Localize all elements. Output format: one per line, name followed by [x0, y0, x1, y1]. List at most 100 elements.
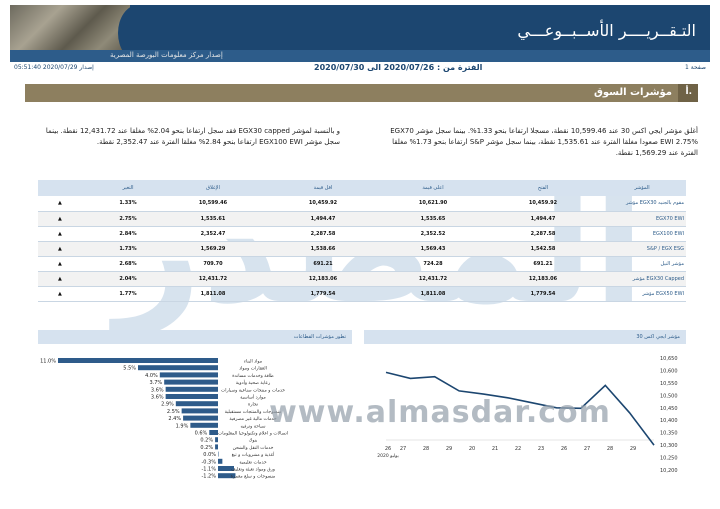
cell-change: 1.33% [98, 196, 158, 212]
y-tick-label: 10,200 [660, 468, 678, 474]
sector-category-label: بنوك [249, 439, 258, 444]
section-number: أ. [685, 87, 692, 97]
indices-table: التغير الإغلاق اقل قيمة اعلى قيمة الفتح المؤش… [38, 180, 686, 302]
sectors-panel-header: تطور مؤشرات القطاعات [38, 330, 352, 344]
sector-category-label: خدمات و منتجات صناعية وسيارات [221, 388, 285, 393]
y-tick-label: 10,650 [660, 356, 678, 362]
sector-category-label: رعاية صحية وأدوية [236, 379, 271, 386]
summary-paragraph-left: و بالنسبة لمؤشر EGX30 capped فقد سجل ارت… [45, 127, 340, 146]
cell-open: 1,779.54 [488, 286, 598, 302]
sectors-panel-title: تطور مؤشرات القطاعات [293, 334, 346, 340]
sector-value-label: -1.1% [201, 467, 216, 473]
cell-arrow: ▲ [38, 226, 98, 242]
cell-name: مؤشر EGX30 مقوم بالجنيه [598, 196, 686, 212]
x-tick-label: 27 [584, 446, 590, 452]
cell-open: 12,183.06 [488, 271, 598, 287]
indices-table-header: التغير الإغلاق اقل قيمة اعلى قيمة الفتح المؤش… [38, 180, 686, 196]
cell-close: 12,431.72 [158, 271, 268, 287]
table-header-cell: المؤشر [598, 180, 686, 196]
sector-value-label: 3.6% [151, 395, 164, 401]
y-tick-label: 10,500 [660, 393, 678, 399]
sector-value-label: 0.2% [200, 445, 213, 451]
sector-category-label: خدمات النقل والشحن [233, 446, 274, 451]
issue-date: إصدار 2020/07/29 05:51:40 [14, 64, 94, 71]
section-number-box [678, 84, 698, 102]
y-tick-label: 10,600 [660, 368, 678, 374]
sector-category-label: سياحة وترفيه [241, 424, 266, 429]
y-tick-label: 10,550 [660, 381, 678, 387]
sector-category-label: أغذية و مشروبات و تبغ [232, 451, 275, 458]
cell-low: 10,459.92 [268, 196, 378, 212]
cell-high: 2,352.52 [378, 226, 488, 242]
table-row: ▲ 2.68% 709.70 691.21 724.28 691.21 مؤشر النيل [38, 256, 686, 272]
cell-low: 2,287.58 [268, 226, 378, 242]
x-tick-label: 21 [492, 446, 498, 452]
cell-change: 2.04% [98, 271, 158, 287]
table-row: ▲ 2.04% 12,431.72 12,183.06 12,431.72 12,183.… [38, 271, 686, 287]
sector-bar [209, 430, 218, 435]
cell-change: 1.77% [98, 286, 158, 302]
sector-bar [190, 422, 218, 428]
cell-name: EGX100 EWI [598, 226, 686, 242]
cell-close: 709.70 [158, 256, 268, 272]
page-number: صفحة 1 [685, 64, 706, 71]
cell-high: 724.28 [378, 256, 488, 272]
cell-arrow: ▲ [38, 256, 98, 272]
cell-high: 1,535.65 [378, 211, 488, 227]
sector-value-label: 11.0% [40, 359, 56, 365]
table-header-cell: الفتح [488, 180, 598, 196]
cell-change: 2.68% [98, 256, 158, 272]
sector-value-label: 3.6% [151, 387, 164, 393]
sector-bar [165, 386, 218, 392]
sector-value-label: 5.5% [123, 366, 136, 372]
sector-bar [218, 451, 219, 457]
sector-bar [215, 437, 218, 443]
cell-low: 12,183.06 [268, 271, 378, 287]
x-tick-label: 29 [446, 446, 452, 452]
egx30-panel-header: مؤشر ايجي اكس 30 [364, 330, 686, 344]
table-header-cell: التغير [98, 180, 158, 196]
egx30-line-chart: 10,650 10,600 10,550 10,500 10,450 10,400 10,3… [377, 356, 678, 474]
sector-value-label: 2.5% [167, 409, 180, 415]
sector-bar [181, 408, 218, 414]
cell-arrow: ▲ [38, 271, 98, 287]
sector-bar [215, 444, 218, 450]
cell-open: 1,542.58 [488, 241, 598, 257]
sector-category-label: خدمات تعليمية [239, 460, 266, 465]
cell-open: 2,287.58 [488, 226, 598, 242]
sector-value-label: 0.2% [200, 438, 213, 444]
table-row: ▲ 1.73% 1,569.29 1,538.66 1,569.43 1,542.58 S&… [38, 241, 686, 257]
x-tick-label: 26 [561, 446, 567, 452]
sector-category-label: مواد البناء [244, 360, 263, 365]
table-header-cell: الإغلاق [158, 180, 268, 196]
cell-close: 1,569.29 [158, 241, 268, 257]
sector-bar [218, 466, 234, 471]
cell-close: 1,811.08 [158, 286, 268, 302]
cell-open: 10,459.92 [488, 196, 598, 212]
x-tick-label: 29 [630, 446, 636, 452]
sector-bar [159, 372, 218, 378]
y-tick-label: 10,450 [660, 406, 678, 412]
y-tick-label: 10,400 [660, 418, 678, 424]
sector-bar [58, 358, 218, 363]
y-tick-label: 10,300 [660, 443, 678, 449]
x-tick-label: 20 [469, 446, 475, 452]
sector-category-label: منسوجات و سلع معمرة [231, 475, 276, 480]
sector-bar [183, 415, 218, 421]
section-title: مؤشرات السوق [593, 87, 672, 98]
sector-category-label: ورق ومواد تعبئة وتغليف [231, 468, 275, 473]
sector-bar [218, 458, 223, 464]
x-tick-label: 23 [538, 446, 544, 452]
cell-close: 2,352.47 [158, 226, 268, 242]
cell-high: 1,811.08 [378, 286, 488, 302]
cell-high: 12,431.72 [378, 271, 488, 287]
y-tick-label: 10,250 [660, 456, 678, 462]
x-tick-label: 22 [515, 446, 521, 452]
cell-arrow: ▲ [38, 286, 98, 302]
y-tick-label: 10,350 [660, 431, 678, 437]
cell-arrow: ▲ [38, 241, 98, 257]
cell-name: مؤشر EGX30 Capped [598, 271, 686, 287]
cell-low: 1,494.47 [268, 211, 378, 227]
sector-value-label: 2.9% [161, 402, 174, 408]
table-row: ▲ 1.77% 1,811.08 1,779.54 1,811.08 1,779.54 مؤ… [38, 286, 686, 302]
